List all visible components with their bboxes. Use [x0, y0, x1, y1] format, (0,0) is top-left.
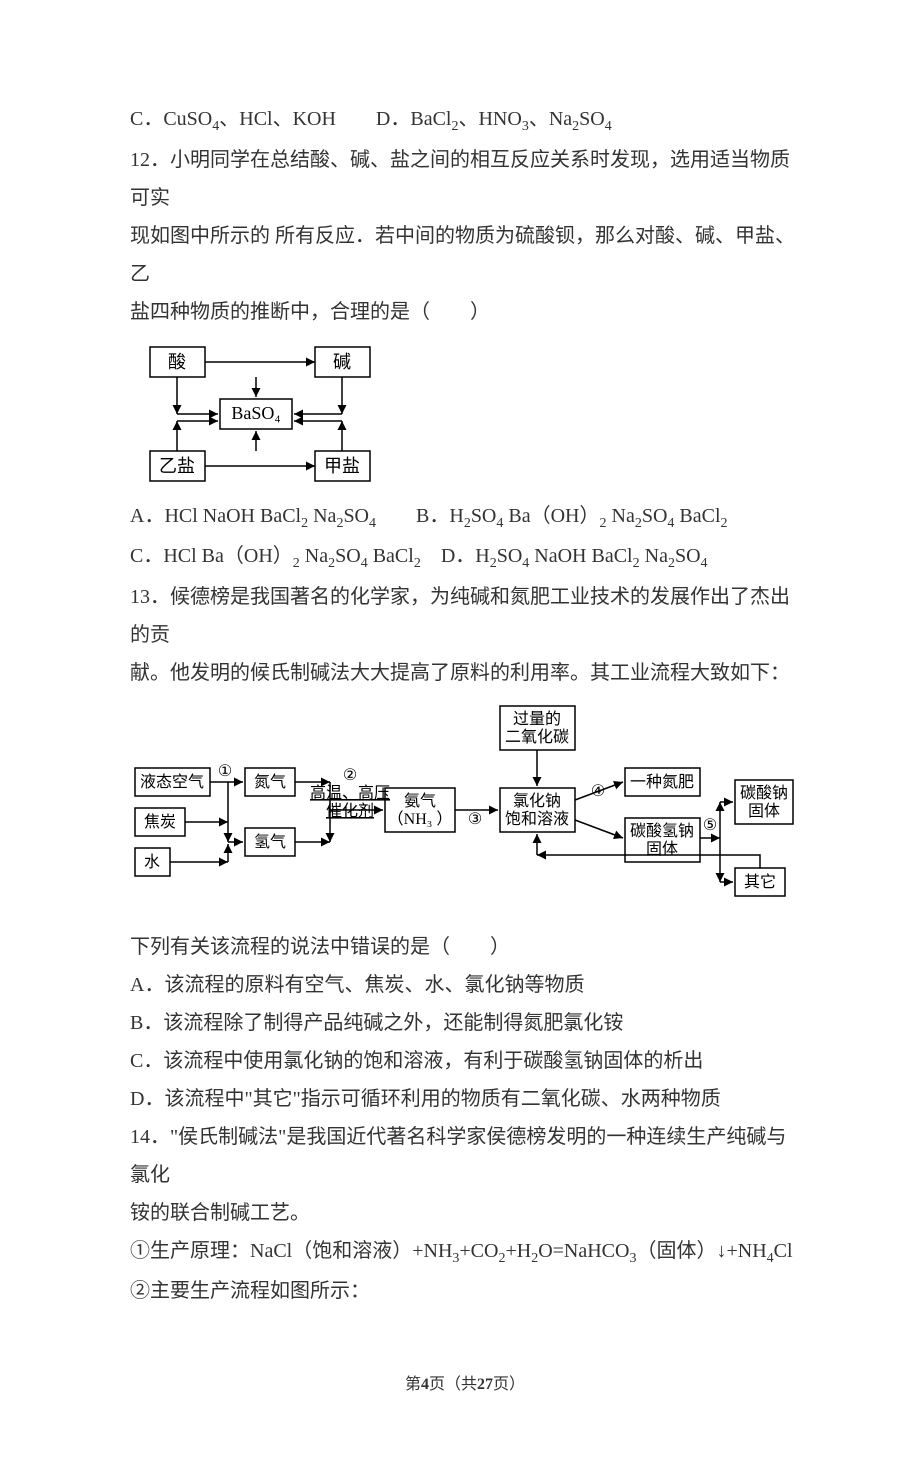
q12-stem-line2: 现如图中所示的 所有反应．若中间的物质为硫酸钡，那么对酸、碱、甲盐、乙: [130, 217, 800, 293]
q12-box-acid: 酸: [168, 352, 186, 372]
text: O=NaHCO: [538, 1240, 629, 1262]
q12-box-center: BaSO₄: [231, 403, 280, 423]
text: 第: [405, 1376, 421, 1393]
t: ⑤: [703, 817, 717, 834]
text: SO: [579, 108, 605, 130]
text: Ba（OH）: [503, 505, 599, 527]
page-content: C．CuSO4、HCl、KOH D．BaCl2、HNO3、Na2SO4 12．小…: [0, 0, 920, 1461]
q14-principle: ①生产原理：NaCl（饱和溶液）+NH3+CO2+H2O=NaHCO3（固体）↓…: [130, 1232, 800, 1273]
t: 一种氮肥: [630, 773, 694, 791]
text: SO: [497, 545, 523, 567]
q12-stem-line1: 12．小明同学在总结酸、碱、盐之间的相互反应关系时发现，选用适当物质可实: [130, 141, 800, 217]
page-number: 4: [421, 1376, 429, 1393]
q14-flow-intro: ②主要生产流程如图所示：: [130, 1272, 800, 1310]
text: C．HCl Ba（OH）: [130, 545, 293, 567]
text: SO: [343, 505, 369, 527]
question-number: 13．: [130, 586, 170, 608]
t: 液态空气: [140, 773, 204, 791]
question-number: 14．: [130, 1126, 170, 1148]
q11-options-cd: C．CuSO4、HCl、KOH D．BaCl2、HNO3、Na2SO4: [130, 100, 800, 141]
text: +H: [505, 1240, 531, 1262]
text: NaOH BaCl: [529, 545, 632, 567]
text: Na: [300, 545, 328, 567]
q12-box-salta: 甲盐: [324, 456, 360, 476]
text: SO: [675, 545, 701, 567]
t: ①: [218, 763, 232, 780]
text: Na: [308, 505, 336, 527]
q12-options-cd: C．HCl Ba（OH）2 Na2SO4 BaCl2 D．H2SO4 NaOH …: [130, 537, 800, 578]
page-footer: 第4页（共27页）: [130, 1370, 800, 1400]
q13-tail: 下列有关该流程的说法中错误的是（ ）: [130, 928, 800, 966]
text: 、HCl、KOH D．BaCl: [219, 108, 451, 130]
q12-box-saltb: 乙盐: [159, 456, 195, 476]
text: 页（共: [429, 1376, 477, 1393]
q13-opt-c: C．该流程中使用氯化钠的饱和溶液，有利于碳酸氢钠固体的析出: [130, 1042, 800, 1080]
text: SO: [471, 505, 497, 527]
q12-stem-line3: 盐四种物质的推断中，合理的是（ ）: [130, 293, 800, 331]
text: BaCl: [368, 545, 414, 567]
t: 氯化钠: [513, 792, 561, 810]
t: 过量的: [513, 710, 561, 728]
t: 高温、高压: [310, 784, 390, 802]
text: +CO: [459, 1240, 498, 1262]
text: Na: [640, 545, 668, 567]
text: 、HNO: [458, 108, 521, 130]
t: 碳酸氢钠: [630, 822, 694, 840]
t: 水: [144, 853, 160, 871]
t: 其它: [744, 873, 776, 891]
text: SO: [335, 545, 361, 567]
t: ②: [343, 767, 357, 784]
text: ①生产原理：NaCl（饱和溶液）+NH: [130, 1240, 452, 1262]
t: 固体: [646, 840, 678, 858]
t: 氢气: [254, 833, 286, 851]
text: BaCl: [674, 505, 720, 527]
q12-diagram: 酸 碱 BaSO₄ 乙盐 甲盐: [130, 339, 800, 489]
t: 固体: [748, 802, 780, 820]
text: C．CuSO: [130, 108, 212, 130]
text: Cl: [774, 1240, 793, 1262]
text: 页）: [493, 1376, 525, 1393]
text: "侯氏制碱法"是我国近代著名科学家侯德榜发明的一种连续生产纯碱与氯化: [130, 1126, 786, 1186]
t: （NH₃ ）: [388, 810, 453, 828]
text: 小明同学在总结酸、碱、盐之间的相互反应关系时发现，选用适当物质可实: [130, 149, 790, 209]
t: ④: [591, 783, 605, 800]
q13-diagram: 液态空气 焦炭 水 氮气 氢气 ① ② 高温、高压 催化剂 氨气 （NH₃ ） …: [130, 700, 800, 920]
text: D．H: [421, 545, 490, 567]
t: 碳酸钠: [740, 784, 788, 802]
q13-stem-line1: 13．候德榜是我国著名的化学家，为纯碱和氮肥工业技术的发展作出了杰出的贡: [130, 578, 800, 654]
t: 氨气: [404, 792, 436, 810]
text: Na: [607, 505, 635, 527]
t: 饱和溶液: [505, 810, 569, 828]
q14-stem-line1: 14．"侯氏制碱法"是我国近代著名科学家侯德榜发明的一种连续生产纯碱与氯化: [130, 1118, 800, 1194]
text: 、Na: [529, 108, 572, 130]
total-pages: 27: [477, 1376, 493, 1393]
q13-opt-a: A．该流程的原料有空气、焦炭、水、氯化钠等物质: [130, 966, 800, 1004]
text: （固体）↓+NH: [636, 1240, 766, 1262]
text: SO: [642, 505, 668, 527]
t: 催化剂: [326, 802, 374, 820]
q12-options-ab: A．HCl NaOH BaCl2 Na2SO4 B．H2SO4 Ba（OH）2 …: [130, 497, 800, 538]
t: ③: [468, 811, 482, 828]
question-number: 12．: [130, 149, 170, 171]
t: 二氧化碳: [505, 728, 569, 746]
text: B．H: [376, 505, 464, 527]
q14-stem-line2: 铵的联合制碱工艺。: [130, 1194, 800, 1232]
q13-stem-line2: 献。他发明的候氏制碱法大大提高了原料的利用率。其工业流程大致如下：: [130, 654, 800, 692]
t: 焦炭: [144, 813, 176, 831]
text: A．HCl NaOH BaCl: [130, 505, 301, 527]
t: 氮气: [254, 773, 286, 791]
text: 候德榜是我国著名的化学家，为纯碱和氮肥工业技术的发展作出了杰出的贡: [130, 586, 790, 646]
q13-opt-d: D．该流程中"其它"指示可循环利用的物质有二氧化碳、水两种物质: [130, 1080, 800, 1118]
q13-opt-b: B．该流程除了制得产品纯碱之外，还能制得氮肥氯化铵: [130, 1004, 800, 1042]
q12-box-base: 碱: [333, 352, 351, 372]
